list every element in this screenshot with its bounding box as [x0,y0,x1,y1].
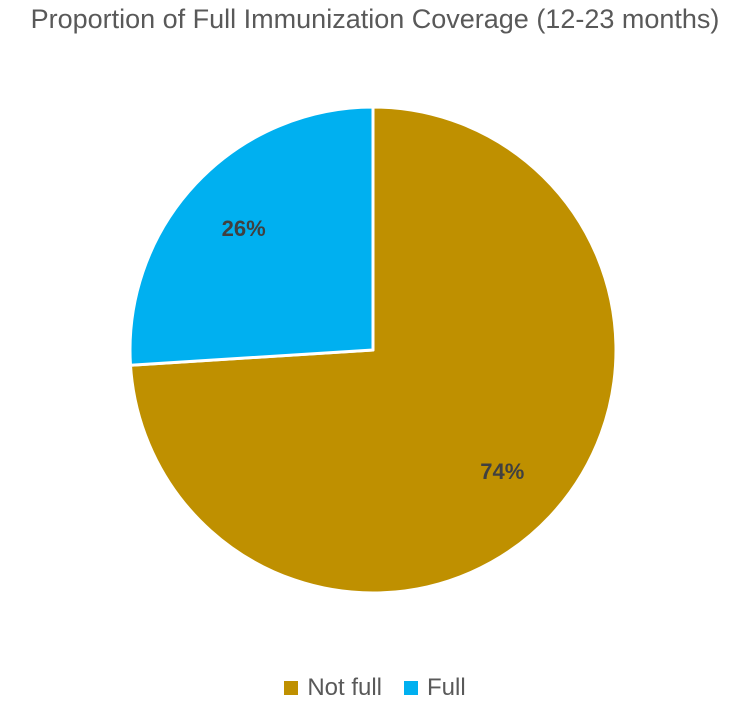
data-label-full: 26% [222,216,266,241]
pie-slice-full [128,105,375,367]
legend-item-not-full: Not full [284,674,382,702]
chart-title: Proportion of Full Immunization Coverage… [30,4,720,34]
legend-swatch-not-full [284,681,299,695]
data-label-not-full: 74% [480,459,524,484]
legend-label-full: Full [427,674,466,701]
legend-swatch-full [404,681,419,695]
legend: Not full Full [0,674,750,702]
legend-item-full: Full [404,674,466,702]
legend-label-not-full: Not full [307,674,383,701]
